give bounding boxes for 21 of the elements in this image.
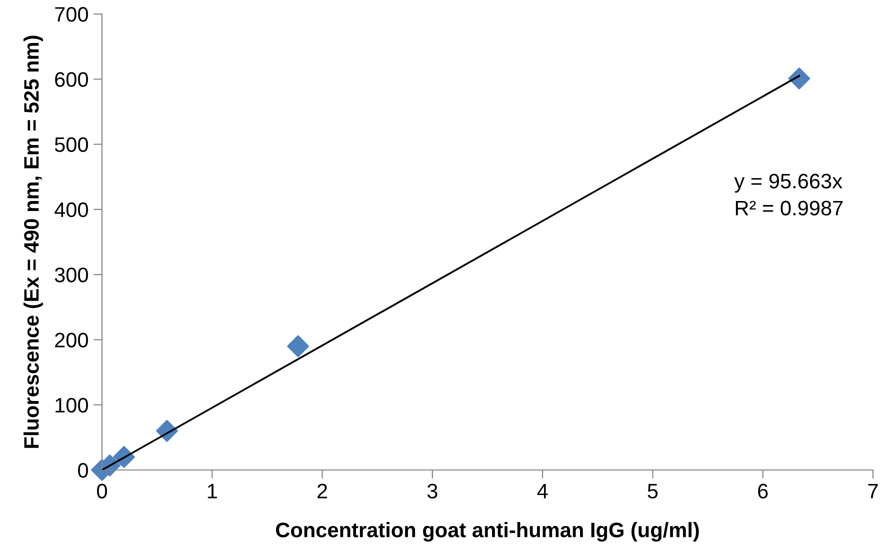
x-tick-label: 2 [318,484,328,498]
x-tick-label: 6 [758,484,768,498]
y-tick-label: 0 [78,463,88,478]
point [287,335,310,358]
x-tick-label: 4 [537,484,548,498]
x-tick-label: 5 [648,484,658,498]
y-tick-label: 300 [54,268,88,282]
x-tick-label: 1 [208,484,217,498]
y-tick-label: 600 [55,72,88,87]
point [788,67,810,90]
annotation: y = 95.663x R² = 0.9987 [734,174,843,216]
y-tick-label: 500 [54,137,88,152]
x-axis-title: Concentration goat anti-human IgG (ug/ml) [276,522,699,542]
y-tick-label: 400 [54,202,88,218]
x-tick-label: 0 [97,484,107,498]
x-tick-label: 7 [868,484,878,498]
y-tick-label: 200 [55,332,88,348]
y-tick-label: 100 [56,398,88,413]
y-axis-title: Fluorescence (Ex = 490 nm, Em = 525 nm) [24,36,43,448]
y-tick-label: 700 [55,7,88,22]
x-tick-label: 3 [427,484,438,498]
